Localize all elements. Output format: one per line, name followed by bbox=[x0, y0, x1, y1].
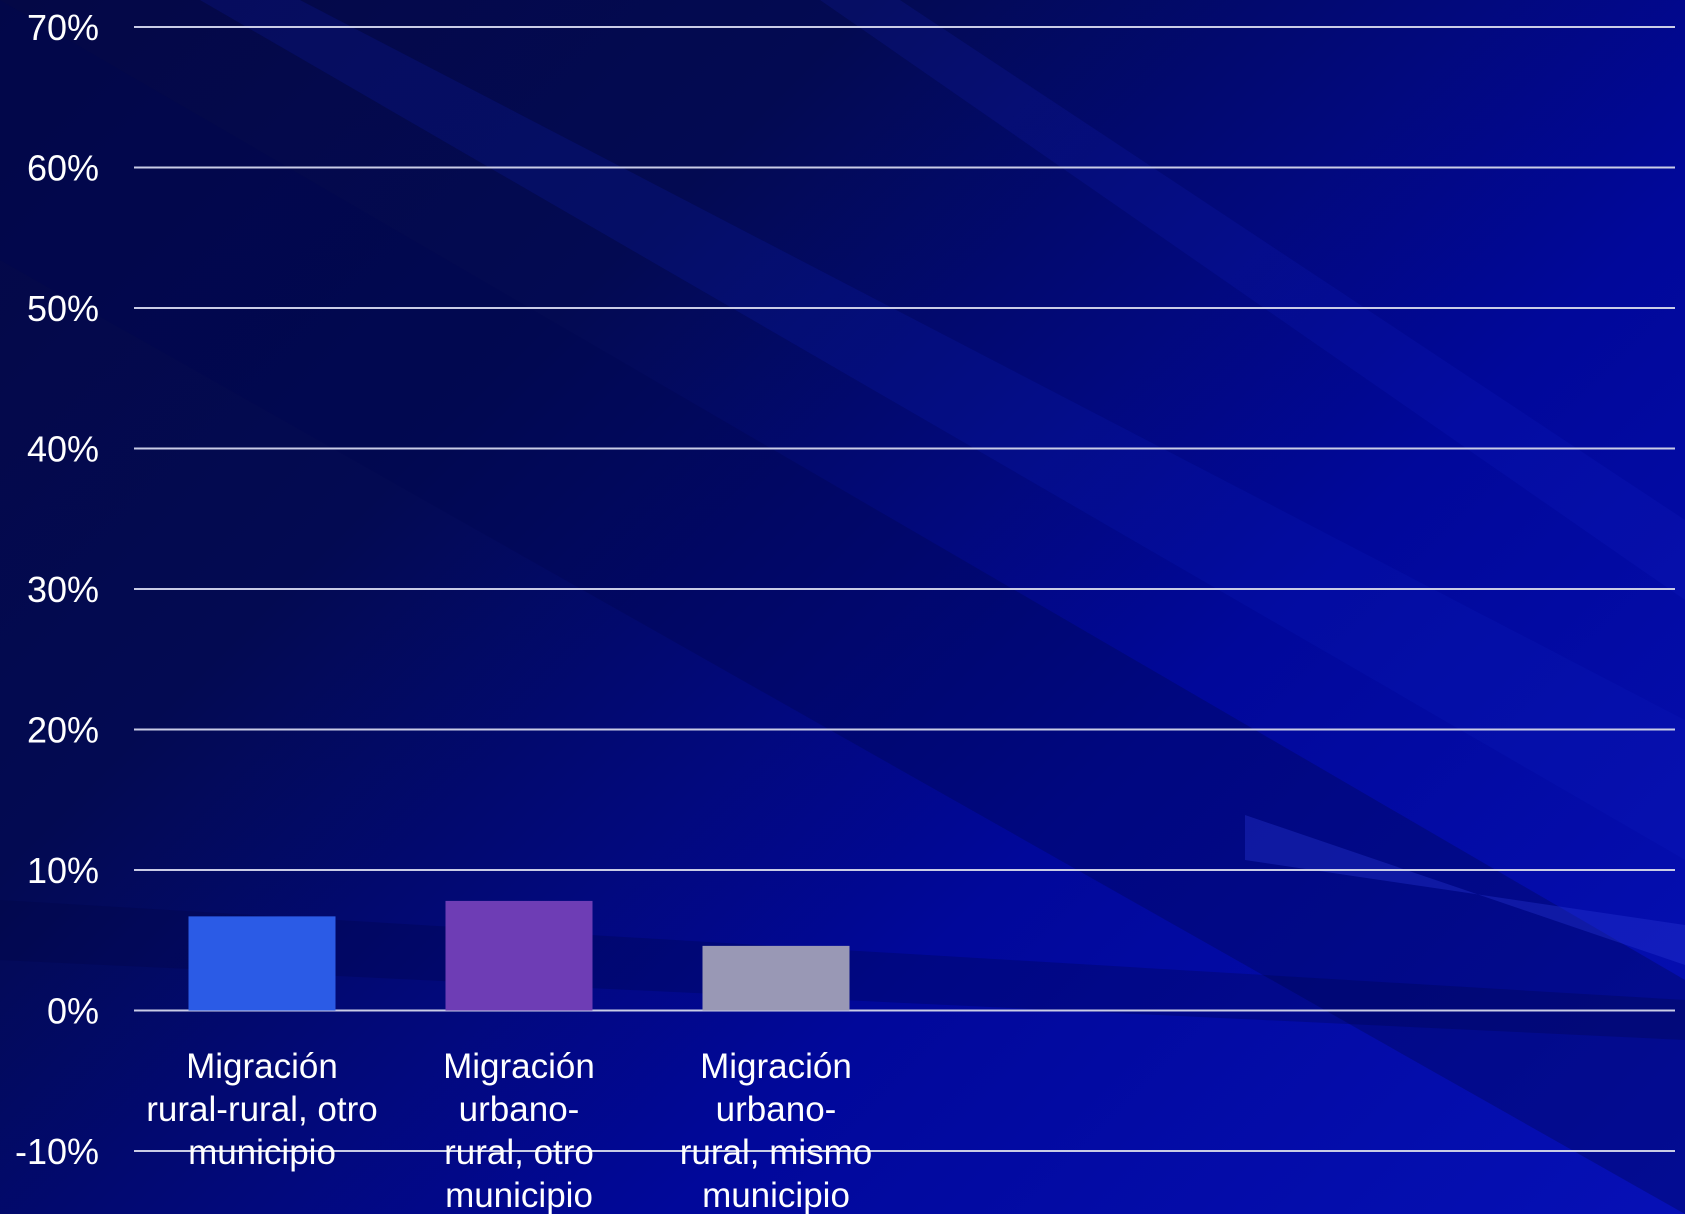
bar bbox=[445, 900, 593, 1011]
y-tick-label: 50% bbox=[27, 288, 99, 329]
y-axis-tick-labels: -10% 0% 10% 20% 30% 40% 50% 60% 70% bbox=[15, 7, 99, 1172]
bar bbox=[702, 945, 850, 1011]
y-gridlines bbox=[134, 26, 1675, 1152]
y-tick-label: 30% bbox=[27, 569, 99, 610]
y-tick-label: 20% bbox=[27, 710, 99, 751]
y-tick-label: -10% bbox=[15, 1131, 99, 1172]
x-category-label: Migración urbano-rural, otro municipio bbox=[443, 1047, 595, 1214]
y-tick-label: 60% bbox=[27, 148, 99, 189]
y-tick-label: 0% bbox=[47, 991, 99, 1032]
y-tick-label: 40% bbox=[27, 429, 99, 470]
x-category-label: Migración rural-rural, otro municipio bbox=[146, 1047, 377, 1172]
y-tick-label: 70% bbox=[27, 7, 99, 48]
y-tick-label: 10% bbox=[27, 850, 99, 891]
x-category-label: Migración urbano-rural, mismo municipio bbox=[680, 1047, 873, 1214]
bar-series bbox=[188, 900, 850, 1011]
bar bbox=[188, 916, 336, 1011]
x-axis-category-labels: Migración rural-rural, otro municipio Migra… bbox=[146, 1047, 872, 1214]
